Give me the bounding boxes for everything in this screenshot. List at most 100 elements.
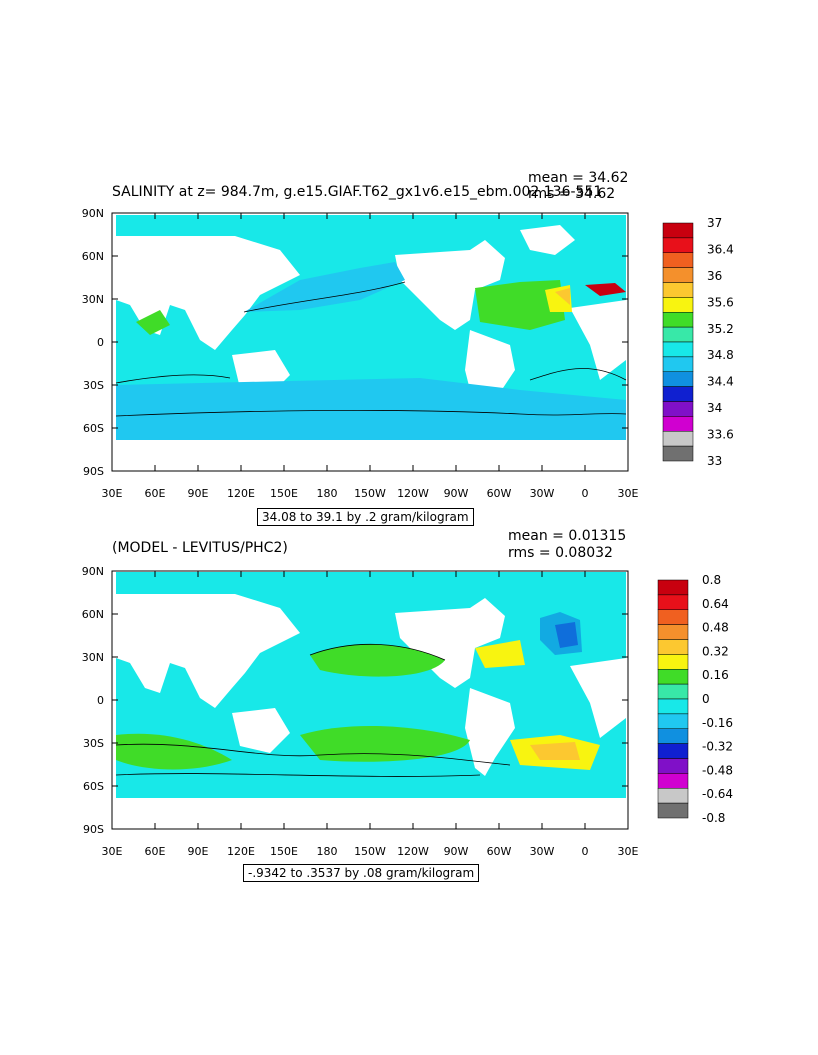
- map1-mean-label: mean = 34.62: [528, 170, 629, 186]
- map2-south-atlantic-orange-fill: [530, 742, 580, 760]
- map2-colorbar-swatch: [657, 639, 689, 655]
- map1-lon-label: 60W: [487, 487, 512, 500]
- map2-colorbar-swatch: [657, 788, 689, 804]
- map1-colorbar-swatch: [662, 297, 694, 313]
- map2-colorbar-swatch: [657, 698, 689, 715]
- map1-colorbar-label: 35.6: [707, 295, 734, 309]
- map1-colorbar-swatch: [662, 252, 694, 268]
- map1-north-pacific-fill: [244, 262, 405, 312]
- map2-north-atlantic-blue-fill: [555, 622, 578, 648]
- map2-colorbar-label: 0.8: [702, 573, 721, 587]
- map2-lat-label: 30S: [83, 737, 104, 750]
- map2-colorbar-label: 0.16: [702, 668, 729, 682]
- map1-lat-axis: 90N 60N 30N 0 30S 60S 90S: [82, 207, 628, 478]
- map1-lon-label: 60E: [145, 487, 166, 500]
- map1-colorbar-label: 35.2: [707, 322, 734, 336]
- map2-colorbar-swatch: [657, 743, 689, 759]
- map1-colorbar-label: 36.4: [707, 242, 734, 256]
- map2-title: (MODEL - LEVITUS/PHC2): [112, 540, 288, 556]
- map2-colorbar-swatch: [657, 802, 689, 819]
- map1-lon-label: 150W: [354, 487, 386, 500]
- map2-colorbar-swatch: [657, 773, 689, 789]
- map2-lon-label: 150W: [354, 845, 386, 858]
- map1-range-label: 34.08 to 39.1 by .2 gram/kilogram: [257, 508, 474, 526]
- map2-lat-axis: 90N 60N 30N 0 30S 60S 90S: [82, 565, 628, 836]
- map2-colorbar-label: 0: [702, 692, 710, 706]
- map1-title: SALINITY at z= 984.7m, g.e15.GIAF.T62_gx…: [112, 184, 603, 200]
- map2-ocean-fill: [116, 572, 626, 808]
- map2-colorbar-swatch: [657, 728, 689, 744]
- map2-lon-label: 120W: [397, 845, 429, 858]
- map2-lon-label: 150E: [270, 845, 298, 858]
- map1-svg: 90N 60N 30N 0 30S 60S 90S 30E 60E 90E 120E 150E 180…: [82, 207, 734, 500]
- map2-lon-label: 120E: [227, 845, 255, 858]
- map2-range-label: -.9342 to .3537 by .08 gram/kilogram: [243, 864, 480, 882]
- map2-colorbar-swatch: [657, 683, 689, 700]
- map2-lat-label: 30N: [82, 651, 104, 664]
- map1-mediterranean-red-fill: [585, 283, 626, 296]
- map1-contour-line: [115, 374, 231, 384]
- map2-plot-frame: [111, 570, 629, 830]
- map1-north-america-landmass: [395, 240, 505, 330]
- map1-colorbar-label: 37: [707, 216, 722, 230]
- map1-lat-label: 30S: [83, 379, 104, 392]
- map1-colorbar-swatch: [662, 445, 694, 462]
- map2-colorbar-label: -0.48: [702, 763, 733, 777]
- map2-colorbar-swatch: [657, 594, 689, 610]
- map2-asia-landmass: [116, 594, 300, 708]
- map1-colorbar-swatch: [662, 431, 694, 447]
- map1-colorbar-swatch: [662, 222, 694, 239]
- map2-colorbar-swatch: [657, 758, 689, 774]
- map2-colorbar-swatch: [657, 713, 689, 729]
- map1-frame: [111, 212, 629, 472]
- map1-colorbar: 37 36.4 36 35.6 35.2 34.8 34.4 34 33.6 33: [662, 216, 734, 468]
- map1-rms-label: rms = 34.62: [528, 186, 616, 202]
- map1-lat-label: 60S: [83, 422, 104, 435]
- map1-lat-label: 90N: [82, 207, 104, 220]
- map1-lon-label: 90E: [188, 487, 209, 500]
- map2-north-atlantic-lightblue-fill: [540, 612, 582, 655]
- map2-lat-label: 90S: [83, 823, 104, 836]
- map2-colorbar-label: -0.32: [702, 740, 733, 754]
- map1-lon-label: 180: [317, 487, 338, 500]
- map1-colorbar-swatch: [662, 282, 694, 298]
- map2-rms-label: rms = 0.08032: [508, 545, 613, 561]
- map2-lon-axis: 30E 60E 90E 120E 150E 180 150W 120W 90W 60W 30W 0 30…: [102, 571, 639, 858]
- map2-colorbar-swatch: [657, 624, 689, 640]
- map1-contour-line: [115, 409, 627, 417]
- map1-contour-line: [243, 281, 406, 313]
- map1-colorbar-label: 33: [707, 454, 722, 468]
- map1-lon-label: 150E: [270, 487, 298, 500]
- map1-colorbar-swatch: [662, 341, 694, 358]
- map2-lon-label: 90E: [188, 845, 209, 858]
- map1-africa-landmass: [570, 300, 626, 380]
- map1-colorbar-swatch: [662, 386, 694, 402]
- map1-colorbar-swatch: [662, 401, 694, 417]
- map2-colorbar-swatch: [657, 654, 689, 670]
- map1-colorbar-label: 36: [707, 269, 722, 283]
- map2-lat-label: 0: [97, 694, 104, 707]
- map1-colorbar-swatch: [662, 237, 694, 253]
- map2-australia-landmass: [232, 708, 290, 753]
- map2-lon-label: 90W: [444, 845, 469, 858]
- map1-lon-label: 120E: [227, 487, 255, 500]
- map2-colorbar-swatch: [657, 669, 689, 685]
- map2-africa-landmass: [570, 658, 626, 738]
- map1-antarctica-landmass: [116, 440, 626, 471]
- map1-southern-ocean-fill: [116, 378, 626, 440]
- map2-north-atlantic-yellow-fill: [475, 640, 525, 668]
- map2-lon-label: 60E: [145, 845, 166, 858]
- map1-atlantic-green-fill: [475, 280, 565, 330]
- salinity-map-panel: SALINITY at z= 984.7m, g.e15.GIAF.T62_gx…: [82, 170, 734, 526]
- map1-greenland-landmass: [520, 225, 575, 255]
- map2-indian-green-fill: [116, 733, 232, 770]
- map2-frame: [111, 570, 629, 830]
- map1-atlantic-orange-fill: [555, 288, 570, 305]
- map2-lon-label: 180: [317, 845, 338, 858]
- map1-colorbar-label: 33.6: [707, 428, 734, 442]
- map2-colorbar-label: 0.48: [702, 621, 729, 635]
- map2-colorbar-label: -0.64: [702, 787, 733, 801]
- map1-lat-label: 30N: [82, 293, 104, 306]
- map2-colorbar: 0.8 0.64 0.48 0.32 0.16 0 -0.16 -0.32 -0.48 -0.64…: [657, 573, 733, 825]
- map2-south-atlantic-yellow-fill: [510, 735, 600, 770]
